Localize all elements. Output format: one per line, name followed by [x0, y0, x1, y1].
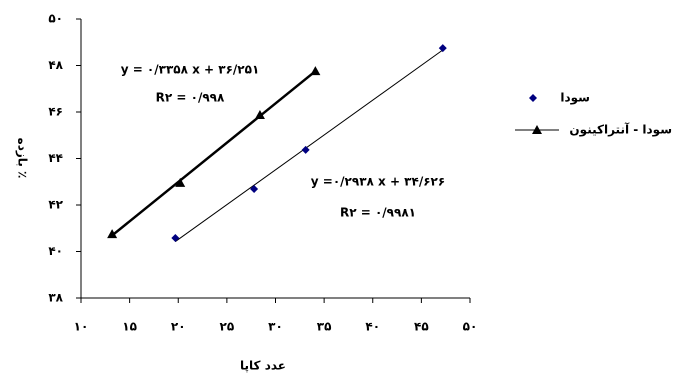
x-tick-label: ۴۵: [414, 320, 429, 334]
y-axis-label: بازده ٪: [16, 138, 30, 179]
data-point: [310, 66, 321, 76]
legend-label: سودا - آنتراکینون: [569, 122, 672, 138]
trendline: [175, 49, 444, 242]
legend-label: سودا: [560, 91, 590, 106]
x-axis-label: عدد کاپا: [240, 359, 286, 373]
legend-marker: [529, 94, 537, 102]
x-tick-label: ۳۰: [268, 320, 283, 334]
data-point: [301, 145, 310, 154]
data-point: [175, 177, 186, 187]
y-tick-label: ۵۰: [48, 12, 63, 26]
x-tick-label: ۲۵: [220, 320, 235, 334]
y-tick-label: ۴۰: [48, 244, 63, 258]
data-point: [250, 184, 259, 193]
annotation: R۲ = ۰/۹۹۸: [156, 91, 225, 105]
annotation: y = ۰/۳۳۵۸ x + ۳۶/۲۵۱: [121, 63, 260, 77]
annotation: y =۰/۲۹۳۸ x + ۳۴/۶۲۶: [311, 175, 445, 189]
x-tick-label: ۱۵: [122, 320, 137, 334]
data-point: [254, 110, 265, 120]
x-tick-label: ۵۰: [463, 320, 478, 334]
y-tick-label: ۴۴: [48, 151, 63, 165]
data-point: [107, 229, 118, 239]
y-tick-label: ۳۸: [48, 291, 63, 305]
x-tick-label: ۴۰: [365, 320, 380, 334]
y-tick-label: ۴۶: [48, 105, 63, 119]
x-tick-label: ۱۰: [74, 320, 89, 334]
x-tick-label: ۲۰: [171, 320, 186, 334]
trendline: [111, 70, 317, 237]
data-point: [171, 234, 180, 243]
x-tick-label: ۳۵: [317, 320, 332, 334]
legend-marker: [532, 125, 542, 134]
annotation: R۲ = ۰/۹۹۸۱: [340, 206, 416, 220]
y-tick-label: ۴۸: [48, 58, 63, 72]
y-tick-label: ۴۲: [48, 198, 63, 212]
data-point: [438, 44, 447, 53]
